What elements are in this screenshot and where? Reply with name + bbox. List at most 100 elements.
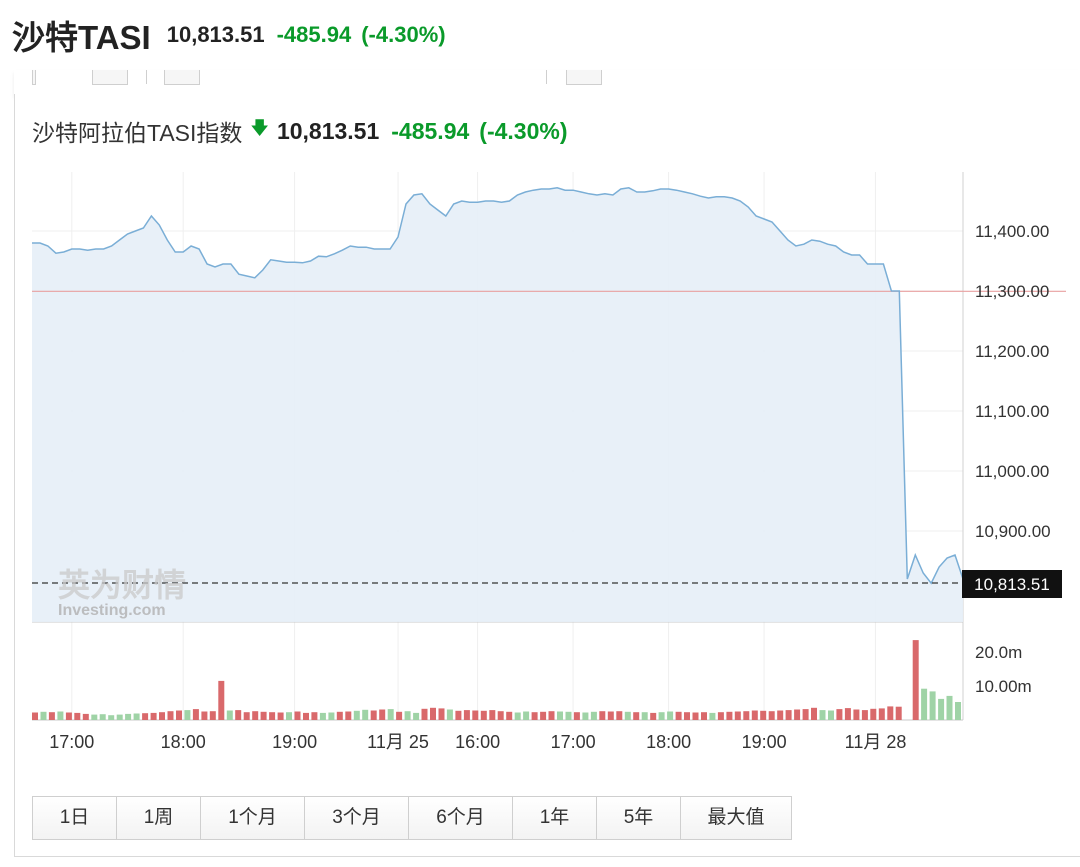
volume-bar-73	[650, 712, 657, 720]
y-tick-label-3: 11,100.00	[975, 402, 1049, 421]
index-price: 10,813.51	[166, 22, 265, 47]
x-tick-label-7: 19:00	[742, 732, 787, 752]
x-tick-label-1: 18:00	[161, 732, 206, 752]
volume-bar-94	[828, 710, 834, 720]
volume-bar-40	[370, 710, 377, 720]
volume-bar-10	[116, 714, 123, 720]
range-1d-button[interactable]: 1日	[33, 797, 117, 839]
volume-bar-98	[861, 710, 868, 720]
chart-toolbar	[14, 70, 1080, 95]
volume-bar-75	[667, 711, 674, 720]
range-1w-button[interactable]: 1周	[117, 797, 201, 839]
volume-bar-28	[269, 712, 276, 720]
volume-bar-18	[184, 710, 191, 720]
volume-bar-105	[921, 688, 928, 720]
index-change-pct: (-4.30%)	[361, 22, 446, 47]
volume-bar-29	[277, 712, 284, 720]
volume-bar-92	[811, 707, 817, 720]
volume-bars	[32, 640, 961, 720]
y-axis-labels: 11,400.00 11,300.00 11,200.00 11,100.00 11,0…	[975, 222, 1051, 541]
volume-bar-41	[379, 709, 386, 720]
volume-bar-13	[142, 713, 149, 720]
volume-bar-25	[243, 712, 250, 720]
volume-bar-65	[582, 712, 589, 720]
volume-bar-95	[836, 709, 843, 720]
volume-bar-34	[319, 712, 326, 720]
volume-bar-77	[684, 712, 690, 720]
volume-bar-33	[311, 712, 318, 720]
volume-bar-107	[938, 698, 945, 720]
range-6m-button[interactable]: 6个月	[409, 797, 513, 839]
volume-bar-106	[929, 691, 936, 720]
y-tick-label-1: 11,300.00	[975, 282, 1049, 301]
range-5y-button[interactable]: 5年	[597, 797, 681, 839]
range-max-button[interactable]: 最大值	[681, 797, 791, 839]
range-1y-button[interactable]: 1年	[513, 797, 597, 839]
volume-bar-27	[260, 711, 267, 720]
volume-bar-7	[91, 714, 98, 720]
volume-bar-12	[133, 713, 140, 720]
toolbar-divider	[146, 70, 147, 84]
volume-bar-55	[497, 711, 504, 720]
volume-bar-79	[701, 712, 707, 720]
toolbar-button[interactable]	[566, 70, 602, 85]
volume-bar-56	[506, 711, 513, 720]
chart-change-pct: (-4.30%)	[479, 117, 568, 144]
volume-bar-1	[40, 711, 47, 720]
watermark-en: Investing.com	[58, 602, 166, 619]
volume-bar-0	[32, 712, 38, 720]
volume-bar-91	[802, 709, 809, 720]
y-tick-label-4: 11,000.00	[975, 462, 1049, 481]
x-tick-label-5: 17:00	[551, 732, 596, 752]
volume-bar-6	[82, 713, 89, 720]
volume-bar-44	[404, 711, 411, 720]
volume-bar-86	[760, 710, 767, 720]
range-1m-button[interactable]: 1个月	[201, 797, 305, 839]
volume-bar-51	[463, 710, 470, 720]
volume-bar-85	[751, 710, 758, 720]
volume-bar-90	[794, 709, 801, 720]
volume-bar-46	[421, 708, 428, 720]
volume-bar-42	[387, 709, 394, 720]
volume-bar-68	[607, 711, 614, 720]
volume-bar-8	[99, 714, 106, 720]
volume-bar-61	[548, 711, 555, 720]
toolbar-button[interactable]	[92, 70, 128, 85]
volume-bar-15	[159, 712, 165, 720]
toolbar-button[interactable]	[164, 70, 200, 85]
volume-bar-80	[709, 712, 716, 720]
volume-bar-45	[413, 712, 420, 720]
volume-bar-72	[641, 712, 648, 720]
volume-bar-93	[819, 710, 826, 720]
quote-header: 沙特TASI 10,813.51 -485.94 (-4.30%)	[0, 0, 1080, 70]
price-area	[32, 187, 963, 623]
watermark-cn: 英为财情	[58, 567, 186, 603]
volume-bar-20	[201, 711, 208, 720]
volume-bar-60	[540, 711, 547, 720]
volume-bar-67	[599, 711, 606, 720]
volume-bar-2	[48, 712, 55, 720]
x-tick-label-4: 16:00	[455, 732, 500, 752]
volume-bar-83	[734, 711, 741, 720]
range-3m-button[interactable]: 3个月	[305, 797, 409, 839]
volume-bar-69	[616, 711, 623, 720]
volume-bar-50	[455, 710, 462, 720]
volume-bar-109	[955, 702, 961, 720]
volume-bar-64	[573, 712, 580, 720]
volume-bar-96	[844, 708, 851, 720]
y-tick-label-0: 11,400.00	[975, 222, 1049, 241]
volume-bar-21	[209, 711, 216, 720]
chart-index-name: 沙特阿拉伯TASI指数	[32, 120, 243, 146]
volume-bar-101	[887, 706, 894, 720]
volume-bar-82	[726, 711, 733, 720]
volume-bar-4	[65, 712, 72, 720]
toolbar-handle[interactable]	[32, 70, 36, 85]
volume-bar-31	[294, 711, 301, 720]
x-tick-label-3: 11月 25	[367, 732, 429, 752]
volume-bar-17	[176, 710, 182, 720]
volume-bar-37	[345, 711, 352, 720]
y-tick-label-2: 11,200.00	[975, 342, 1049, 361]
volume-bar-74	[658, 712, 665, 720]
volume-bar-89	[785, 710, 792, 720]
